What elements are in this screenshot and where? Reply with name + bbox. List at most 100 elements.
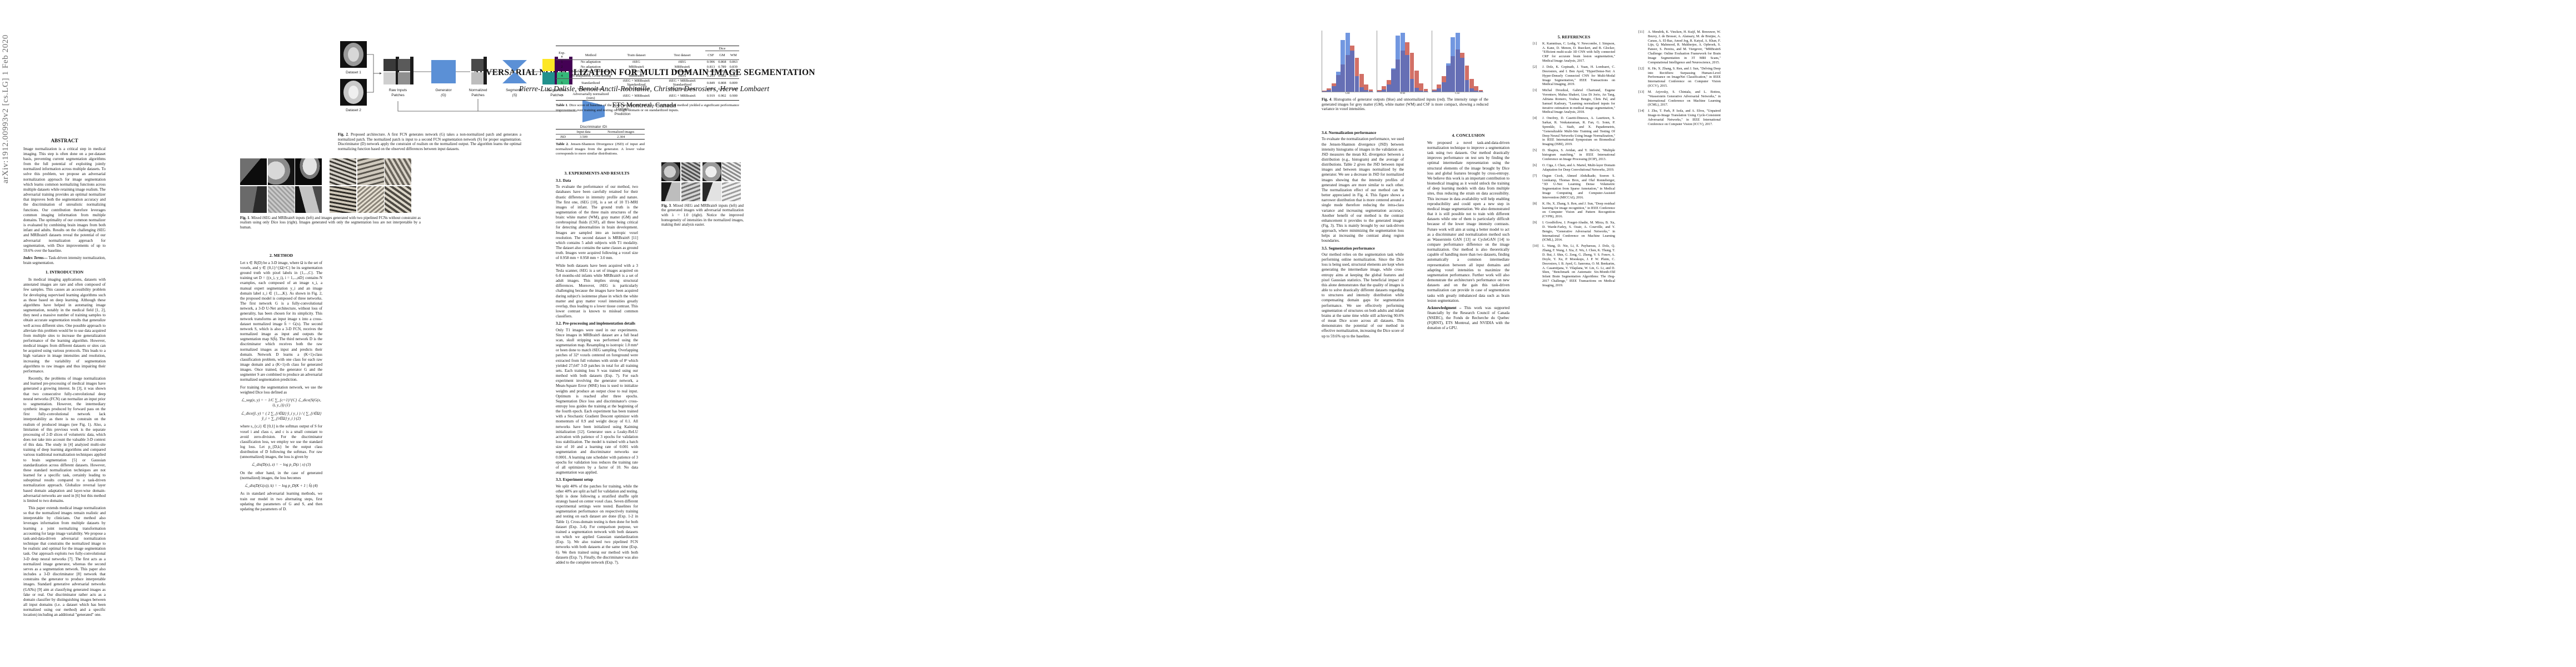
cell-test: iSEG: [678, 74, 686, 78]
cell-csf: 0.813: [706, 64, 715, 69]
histogram-bar: [1377, 91, 1382, 92]
histogram-bar: [1460, 57, 1465, 92]
histogram-bar: [1451, 37, 1456, 92]
experiments-heading: 3. EXPERIMENTS AND RESULTS: [564, 171, 630, 176]
histogram-panel: WM: [1377, 31, 1428, 95]
figure-3-caption: Fig. 3. Mixed iSEG and MRBrainS inputs (…: [661, 204, 744, 228]
histogram-bar: [1331, 86, 1336, 92]
reference-text: D. Shapira, S. Avidan, and Y. Hel-Or, "M…: [1542, 149, 1615, 161]
mri-tile: [295, 186, 322, 213]
figure-1-caption: Fig. 1. Mixed iSEG and MRBrainS inputs (…: [240, 216, 421, 231]
figure-1-label: Fig. 1: [240, 216, 250, 220]
reference-item: [3] Michal Drozdzal, Gabriel Chartrand, E…: [1533, 89, 1615, 115]
cell-wm: 0.885: [729, 87, 738, 92]
cell-train: iSEG + MRBrainS: [622, 87, 650, 92]
figure-1-right-panel: [330, 158, 411, 213]
mri-tile: [357, 186, 384, 213]
reference-text: J. Dolz, K. Gopinath, J. Yuan, H. Lombae…: [1542, 66, 1615, 87]
th-gm: GM: [716, 51, 728, 60]
cell-test: iSEG: [678, 60, 686, 64]
cell-train: iSEG + MRBrainS: [622, 94, 650, 98]
figure-2-diagram: Dataset 1 Dataset 2 Raw Inputs Patches G…: [340, 41, 631, 129]
mri-tile: [240, 186, 267, 213]
cell-csf: 0.906: [706, 60, 715, 64]
reference-number: [3]: [1533, 89, 1537, 93]
mri-tile: [681, 162, 700, 181]
mri-tile: [330, 158, 356, 185]
reference-number: [12]: [1638, 67, 1645, 71]
table-2-label: Table 2: [556, 142, 569, 147]
column-references-2: [11] A. Mendrik, K. Vincken, H. Kuijf, M.…: [1638, 31, 1721, 129]
histogram-bar: [1354, 57, 1359, 92]
histogram-bar: [1423, 88, 1428, 92]
histogram-panel-label: GM: [1345, 92, 1350, 95]
abstract-body: Image normalization is a critical step i…: [23, 146, 106, 253]
table-1-header-row: Exp. # Method Train dataset Test dataset…: [556, 51, 739, 60]
references-list-2: [11] A. Mendrik, K. Vincken, H. Kuijf, M.…: [1638, 31, 1721, 127]
equation-1: ℒ_seg(x, y) = − 1/C ∑_{c=1}^{C} ℒ_dice(S…: [241, 397, 321, 408]
table-1-grid: Dice Exp. # Method Train dataset Test da…: [556, 45, 739, 101]
ack-label: Acknowledgment –: [1427, 305, 1462, 310]
cell-exp: 5: [561, 81, 563, 85]
th-exp: Exp. #: [559, 51, 565, 59]
method-p3: where s_{c,i} ∈ [0,1] is the softmax out…: [240, 424, 322, 460]
reference-item: [1] K. Kamnitsas, C. Ledig, V. Newcombe, …: [1533, 42, 1615, 64]
th-train: Train dataset: [627, 53, 646, 57]
histogram-bar: [1474, 90, 1479, 92]
reference-number: [9]: [1533, 221, 1537, 225]
cell-wm: 0.809: [729, 81, 738, 85]
expsetup-p1: We split 40% of the patches for training…: [556, 484, 638, 565]
cell-csf: 0.293: [706, 74, 715, 78]
intro-p2: Recently, the problems of image normaliz…: [23, 376, 106, 503]
reference-text: A. Mendrik, K. Vincken, H. Kuijf, M. Bre…: [1648, 31, 1721, 64]
method-heading: 2. METHOD: [269, 253, 293, 258]
figure-1-left-panel: [240, 158, 322, 213]
th-csf: CSF: [705, 51, 717, 60]
histogram-bar: [1478, 91, 1483, 92]
column-left: ABSTRACT Image normalization is a critic…: [23, 138, 106, 620]
cell-train: iSEG + MRBrainS Standardized: [622, 79, 650, 87]
histogram-bar: [1345, 33, 1350, 92]
table-1-group-header-row: Dice: [556, 45, 739, 51]
column-conclusion: 4. CONCLUSION We proposed a novel task-a…: [1427, 129, 1509, 334]
norm-perf-heading: 3.4. Normalization performance: [1322, 131, 1377, 135]
figure-3: Fig. 3. Mixed iSEG and MRBrainS inputs (…: [661, 162, 744, 228]
histogram-bar: [1391, 68, 1396, 92]
svg-text:(S): (S): [512, 93, 517, 97]
table-row: 7 Adversarially normalized (ours) iSEG + M…: [556, 92, 739, 101]
svg-text:Dataset 1: Dataset 1: [346, 71, 361, 74]
histogram-plot: [1377, 31, 1428, 92]
histogram-bar: [1322, 91, 1327, 92]
equation-4: ℒ_dis(D(G(x)), k) = − log p_D(K + 1 | ĥ)…: [245, 484, 318, 489]
intro-p1: In medical imaging applications, dataset…: [23, 277, 106, 374]
reference-item: [10] L. Wang, D. Nie, Li, E. Puybareau, J…: [1533, 245, 1615, 288]
conclusion-heading: 4. CONCLUSION: [1452, 133, 1485, 138]
reference-number: [11]: [1638, 31, 1645, 34]
histogram-panel: CSF: [1432, 31, 1483, 95]
reference-number: [8]: [1533, 202, 1537, 206]
seg-perf-heading: 3.5. Segmentation performance: [1322, 246, 1375, 251]
cell-wm: 0.563: [729, 74, 738, 78]
mri-tile: [702, 162, 721, 181]
ack-text: This work was supported financially by t…: [1427, 305, 1509, 331]
preproc-p1: Only T1 images were used in our experime…: [556, 327, 638, 475]
preproc-heading: 3.2. Pre-processing and implementation d…: [556, 321, 636, 326]
svg-text:Generator: Generator: [435, 88, 452, 92]
table-1: Dice Exp. # Method Train dataset Test da…: [556, 45, 739, 113]
method-p1: Let x ∈ ℝ(D) be a 3-D image, where Ω is …: [240, 260, 322, 382]
svg-text:Dataset 2: Dataset 2: [346, 108, 361, 112]
figure-2: Dataset 1 Dataset 2 Raw Inputs Patches G…: [338, 33, 638, 152]
column-2: Recently, the problems of image normaliz…: [133, 138, 216, 140]
t2-val-input: 3.509: [580, 135, 588, 139]
table-2: Input data Normalized images JSD 3.509 2…: [556, 129, 645, 157]
reference-text: L. Wang, D. Nie, Li, E. Puybareau, J. Do…: [1542, 245, 1615, 287]
table-row: 3 No adaptation, Cross-testing iSEG MRBrain…: [556, 69, 739, 73]
equation-3: ℒ_dis(D(x), z) = − log p_D(z | x) (3): [251, 462, 311, 467]
reference-item: [4] J. Onofrey, D. Casetti-Dinescu, A. La…: [1533, 117, 1615, 147]
table-2-caption-text: . Jensen-Shannon Divergence (JSD) of inp…: [556, 142, 645, 156]
paper-page-2: GM WM CSF Fig. 4. Histograms of generator …: [1288, 0, 2576, 667]
cell-gm: 0.789: [718, 64, 726, 69]
table-row: 1 No adaptation iSEG iSEG 0.906 0.868 0.863: [556, 59, 739, 64]
cell-wm: 0.839: [729, 64, 738, 69]
cell-gm: 0.082: [718, 74, 726, 78]
